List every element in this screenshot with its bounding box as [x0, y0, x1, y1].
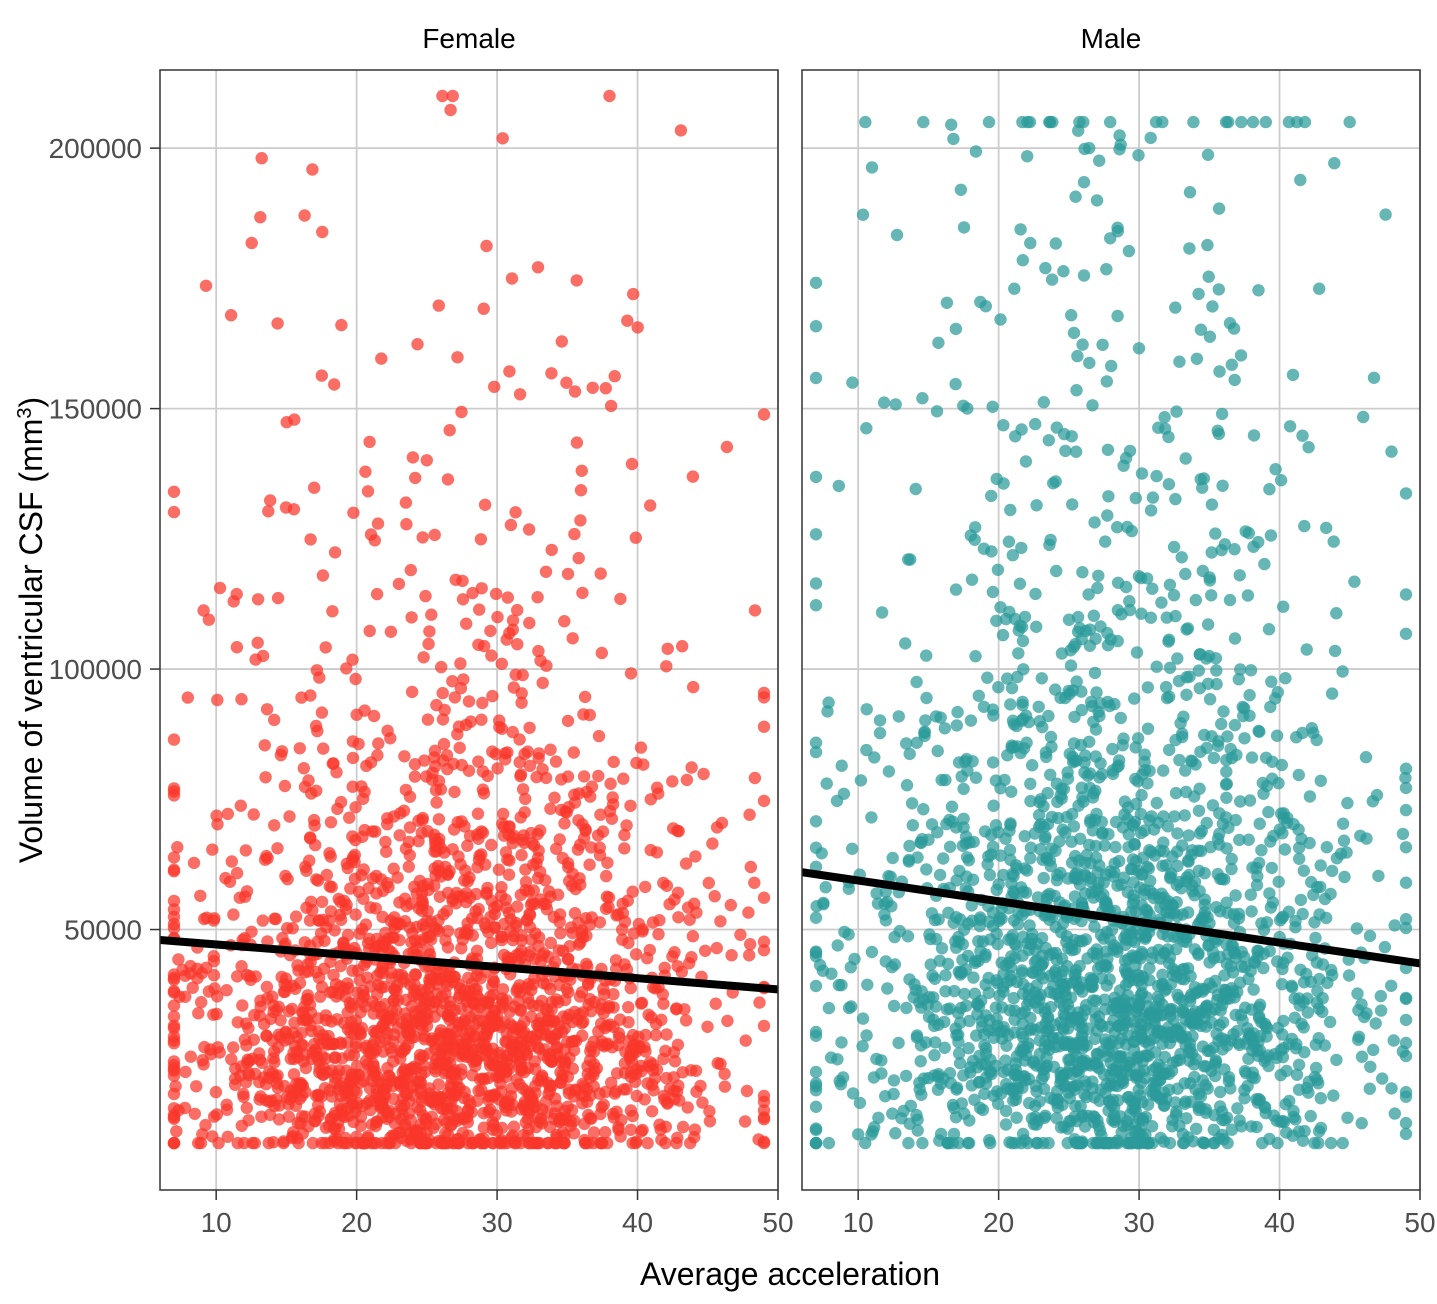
y-axis-label: Volume of ventricular CSF (mm3): [13, 397, 49, 863]
y-tick-label: 200000: [49, 133, 142, 164]
x-tick-label: 10: [201, 1207, 232, 1238]
scatter-chart: Female 10 20 30 40 50 Male 10 20 30 40 50 50000 10000…: [0, 0, 1437, 1304]
x-tick-label: 30: [1124, 1207, 1155, 1238]
chart-svg: Female 10 20 30 40 50 Male 10 20 30 40 50 50000 10000…: [0, 0, 1437, 1304]
y-tick-label: 50000: [64, 915, 142, 946]
x-tick-label: 30: [482, 1207, 513, 1238]
x-tick-label: 20: [341, 1207, 372, 1238]
x-tick-label: 40: [1264, 1207, 1295, 1238]
panel-title: Male: [1081, 23, 1142, 54]
y-tick-label: 100000: [49, 654, 142, 685]
x-tick-label: 50: [1404, 1207, 1435, 1238]
y-tick-label: 150000: [49, 394, 142, 425]
panel-title: Female: [422, 23, 515, 54]
x-axis-label: Average acceleration: [640, 1256, 940, 1292]
x-tick-label: 40: [622, 1207, 653, 1238]
x-tick-label: 20: [983, 1207, 1014, 1238]
x-tick-label: 50: [762, 1207, 793, 1238]
x-tick-label: 10: [843, 1207, 874, 1238]
